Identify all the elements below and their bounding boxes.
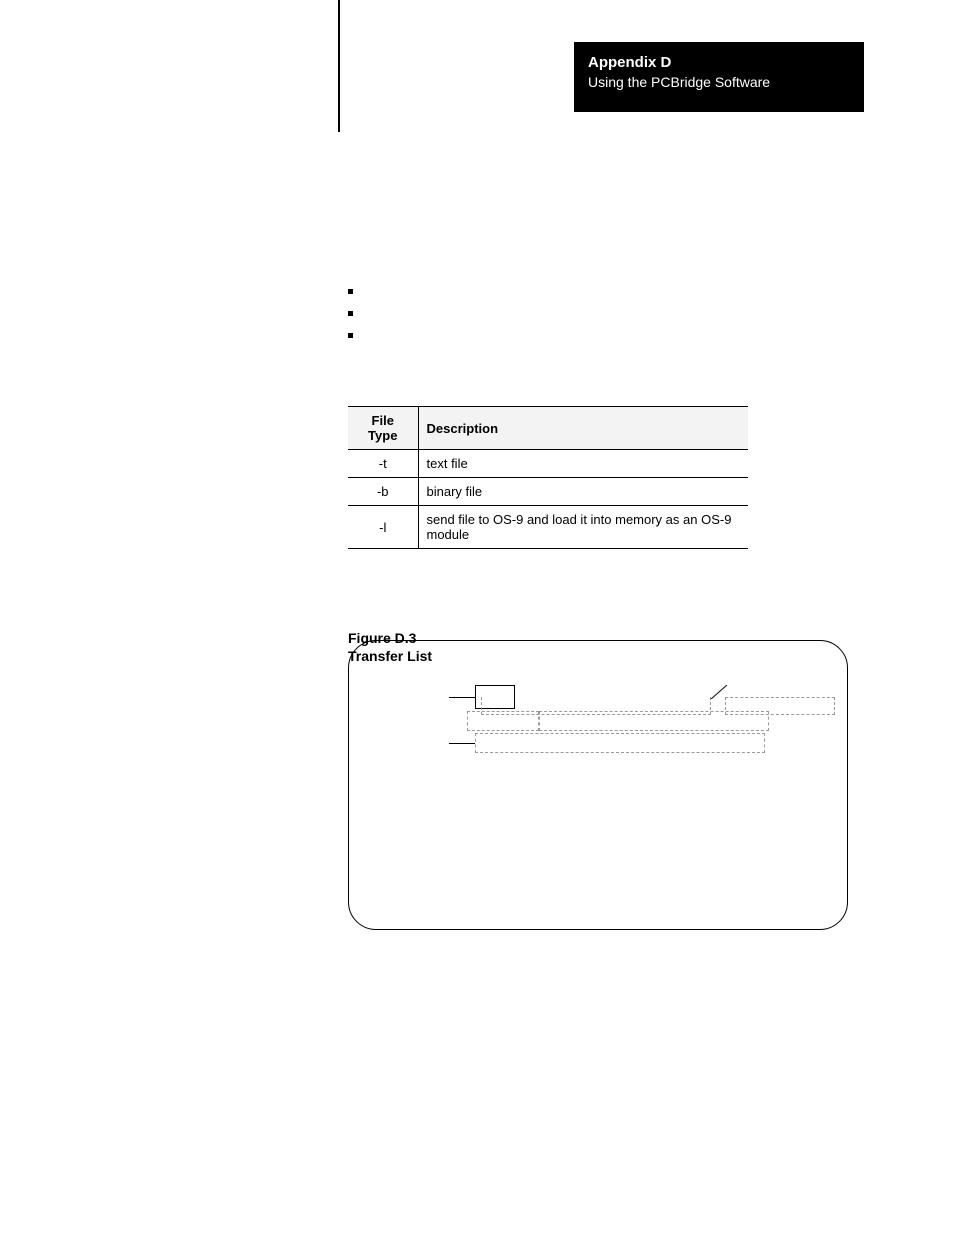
table-row: -b binary file	[348, 478, 748, 506]
table-cell: -t	[348, 450, 418, 478]
diagram-tick	[449, 743, 475, 744]
content-area: File Type Description -t text file -b bi…	[348, 280, 848, 665]
transfer-list-diagram	[348, 640, 848, 930]
diagram-dashed-box	[539, 711, 769, 731]
list-item	[348, 302, 848, 324]
appendix-title: Appendix D	[588, 52, 850, 73]
file-type-table: File Type Description -t text file -b bi…	[348, 406, 748, 549]
diagram-tick	[449, 697, 475, 698]
table-header: File Type	[348, 407, 418, 450]
table-cell: send file to OS-9 and load it into memor…	[418, 506, 748, 549]
appendix-subtitle: Using the PCBridge Software	[588, 73, 850, 93]
table-header-row: File Type Description	[348, 407, 748, 450]
vertical-rule	[338, 0, 340, 132]
table-header: Description	[418, 407, 748, 450]
bullet-list	[348, 280, 848, 346]
table-cell: binary file	[418, 478, 748, 506]
table-row: -l send file to OS-9 and load it into me…	[348, 506, 748, 549]
table-cell: -b	[348, 478, 418, 506]
diagram-dashed-box	[475, 733, 765, 753]
diagram-dashed-box	[467, 711, 539, 731]
list-item	[348, 280, 848, 302]
table-row: -t text file	[348, 450, 748, 478]
table-cell: -l	[348, 506, 418, 549]
table-cell: text file	[418, 450, 748, 478]
appendix-header: Appendix D Using the PCBridge Software	[574, 42, 864, 112]
list-item	[348, 324, 848, 346]
